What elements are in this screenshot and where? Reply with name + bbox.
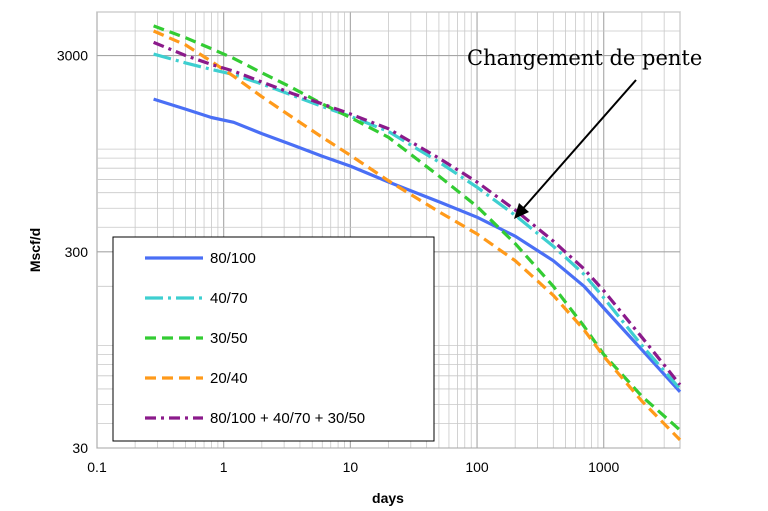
x-tick-label: 0.1 (87, 459, 107, 475)
legend-items: 80/100 40/70 30/50 20/40 80/100 + 40/70 + 30… (145, 250, 365, 427)
y-axis-label: Mscf/d (27, 228, 43, 272)
series-layer (152, 24, 682, 442)
legend-label: 40/70 (210, 290, 248, 307)
x-tick-label: 1 (220, 459, 228, 475)
legend-label: 30/50 (210, 330, 248, 347)
y-tick-label: 30 (72, 440, 88, 456)
annotation-arrow (519, 79, 637, 213)
legend-label: 80/100 (210, 250, 256, 267)
x-tick-label: 1000 (588, 459, 619, 475)
x-tick-label: 10 (343, 459, 359, 475)
series-line (153, 24, 682, 432)
legend: 80/100 40/70 30/50 20/40 80/100 + 40/70 + 30… (112, 236, 435, 442)
y-tick-label: 300 (65, 244, 89, 260)
x-axis-label: days (372, 490, 404, 506)
x-tick-label: 100 (465, 459, 489, 475)
series-line (153, 52, 682, 390)
series-line (152, 29, 682, 442)
series-line (152, 40, 682, 386)
annotation-text: Changement de pente (467, 46, 702, 70)
annotation-arrowhead (514, 203, 529, 219)
legend-label: 20/40 (210, 370, 248, 387)
y-tick-label: 3000 (57, 48, 88, 64)
tick-labels: 0.1 1 10 100 1000 30 300 3000 (57, 48, 620, 475)
legend-label: 80/100 + 40/70 + 30/50 (210, 410, 365, 427)
